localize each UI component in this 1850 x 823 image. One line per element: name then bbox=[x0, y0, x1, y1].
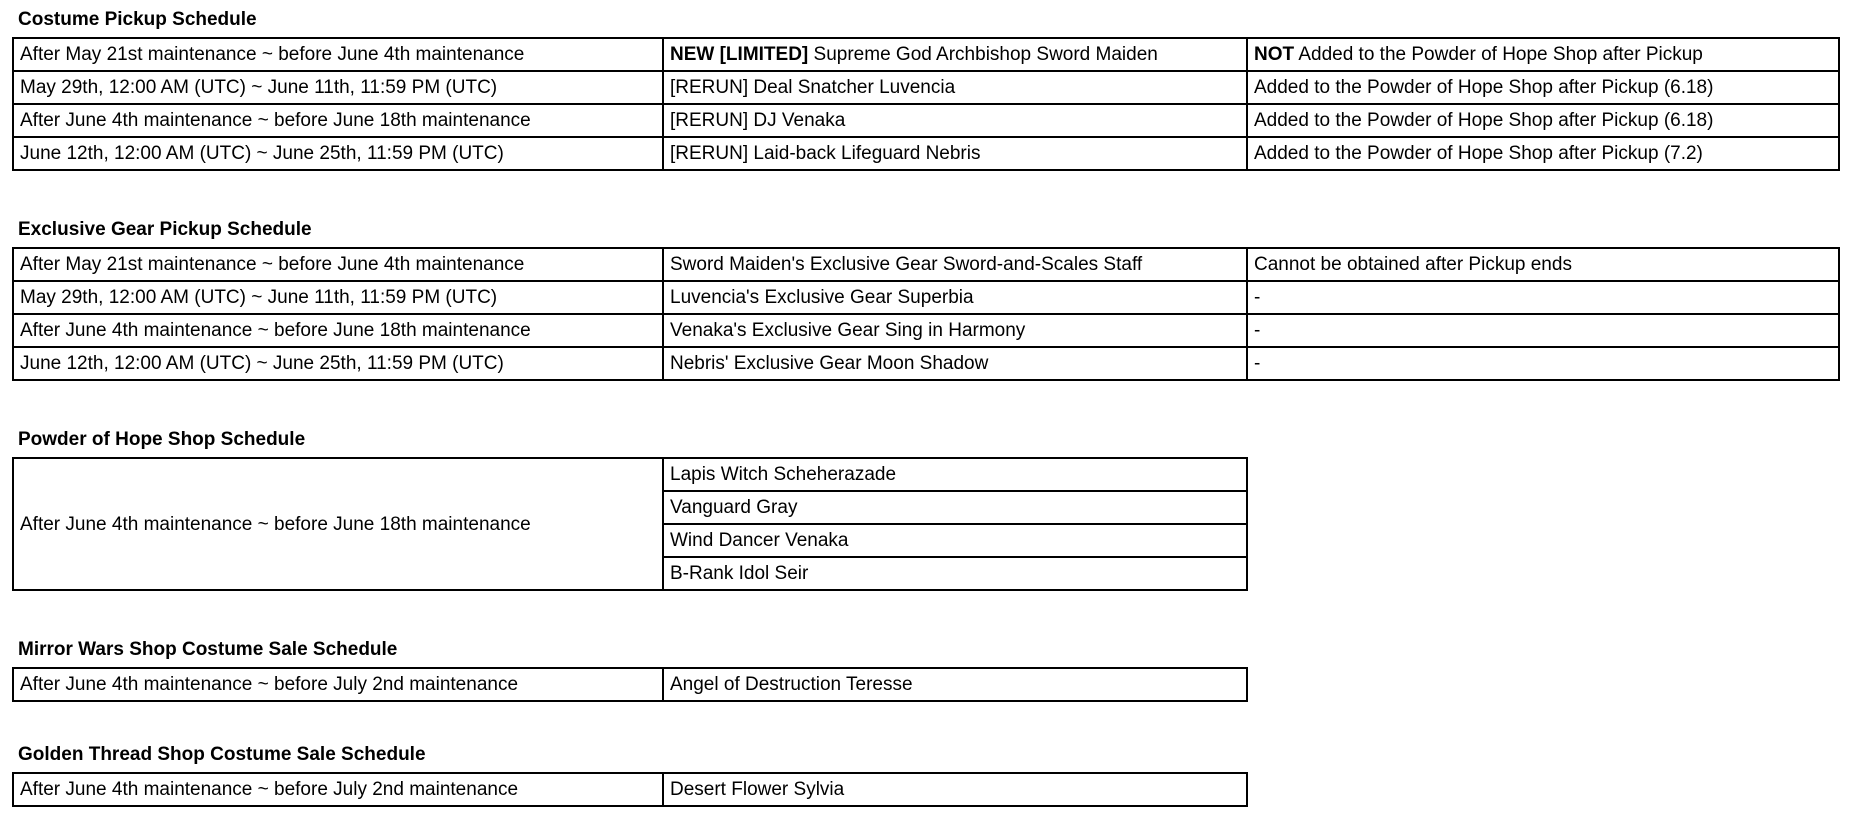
mirror-wars-section: Mirror Wars Shop Costume Sale Schedule A… bbox=[12, 638, 1248, 702]
costume-pickup-section: Costume Pickup Schedule After May 21st m… bbox=[12, 8, 1840, 171]
period-cell: After May 21st maintenance ~ before June… bbox=[12, 247, 664, 282]
item-cell: Venaka's Exclusive Gear Sing in Harmony bbox=[662, 313, 1248, 348]
period-cell: After June 4th maintenance ~ before July… bbox=[12, 667, 664, 702]
table-row: After May 21st maintenance ~ before June… bbox=[12, 37, 1840, 72]
costume-pickup-table: After May 21st maintenance ~ before June… bbox=[12, 37, 1840, 171]
table-row: After June 4th maintenance ~ before July… bbox=[12, 667, 1248, 702]
golden-thread-section: Golden Thread Shop Costume Sale Schedule… bbox=[12, 743, 1248, 807]
period-cell: After June 4th maintenance ~ before July… bbox=[12, 772, 664, 807]
table-row: B-Rank Idol Seir bbox=[13, 556, 1248, 591]
table-row: June 12th, 12:00 AM (UTC) ~ June 25th, 1… bbox=[12, 136, 1840, 171]
period-cell: May 29th, 12:00 AM (UTC) ~ June 11th, 11… bbox=[12, 70, 664, 105]
section-title: Powder of Hope Shop Schedule bbox=[18, 429, 306, 450]
note-cell: - bbox=[1246, 313, 1840, 348]
item-text: Supreme God Archbishop Sword Maiden bbox=[808, 44, 1158, 65]
section-title: Costume Pickup Schedule bbox=[18, 9, 257, 30]
note-cell: - bbox=[1246, 280, 1840, 315]
table-row: May 29th, 12:00 AM (UTC) ~ June 11th, 11… bbox=[12, 280, 1840, 315]
note-text: Added to the Powder of Hope Shop after P… bbox=[1294, 44, 1703, 65]
table-row: After May 21st maintenance ~ before June… bbox=[12, 247, 1840, 282]
mirror-wars-table: After June 4th maintenance ~ before July… bbox=[12, 667, 1248, 702]
section-title: Golden Thread Shop Costume Sale Schedule bbox=[18, 744, 426, 765]
gear-pickup-table: After May 21st maintenance ~ before June… bbox=[12, 247, 1840, 381]
hope-shop-section: Powder of Hope Shop Schedule After June … bbox=[12, 428, 1248, 591]
note-cell: Added to the Powder of Hope Shop after P… bbox=[1246, 70, 1840, 105]
note-cell: Cannot be obtained after Pickup ends bbox=[1246, 247, 1840, 282]
table-row: Vanguard Gray bbox=[13, 490, 1248, 525]
table-row: May 29th, 12:00 AM (UTC) ~ June 11th, 11… bbox=[12, 70, 1840, 105]
note-cell: - bbox=[1246, 346, 1840, 381]
table-row: After June 4th maintenance ~ before July… bbox=[12, 772, 1248, 807]
item-cell: [RERUN] Laid-back Lifeguard Nebris bbox=[662, 136, 1248, 171]
item-cell: NEW [LIMITED] Supreme God Archbishop Swo… bbox=[662, 37, 1248, 72]
table-row: After June 4th maintenance ~ before June… bbox=[12, 313, 1840, 348]
period-cell: After June 4th maintenance ~ before June… bbox=[12, 457, 664, 591]
hope-shop-table: After June 4th maintenance ~ before June… bbox=[12, 457, 1248, 591]
period-cell: After May 21st maintenance ~ before June… bbox=[12, 37, 664, 72]
item-cell: Desert Flower Sylvia bbox=[662, 772, 1248, 807]
period-cell: After June 4th maintenance ~ before June… bbox=[12, 103, 664, 138]
period-cell: After June 4th maintenance ~ before June… bbox=[12, 313, 664, 348]
table-row: After June 4th maintenance ~ before June… bbox=[12, 103, 1840, 138]
period-cell: June 12th, 12:00 AM (UTC) ~ June 25th, 1… bbox=[12, 346, 664, 381]
new-limited-label: NEW [LIMITED] bbox=[670, 44, 809, 65]
item-cell: Luvencia's Exclusive Gear Superbia bbox=[662, 280, 1248, 315]
golden-thread-table: After June 4th maintenance ~ before July… bbox=[12, 772, 1248, 807]
item-cell: [RERUN] DJ Venaka bbox=[662, 103, 1248, 138]
item-cell: Wind Dancer Venaka bbox=[662, 523, 1248, 558]
not-label: NOT bbox=[1254, 44, 1295, 65]
table-row: Wind Dancer Venaka bbox=[13, 523, 1248, 558]
section-title: Exclusive Gear Pickup Schedule bbox=[18, 219, 312, 240]
gear-pickup-section: Exclusive Gear Pickup Schedule After May… bbox=[12, 218, 1840, 381]
item-cell: Lapis Witch Scheherazade bbox=[662, 457, 1248, 492]
table-row: After June 4th maintenance ~ before June… bbox=[12, 457, 1248, 591]
table-row: June 12th, 12:00 AM (UTC) ~ June 25th, 1… bbox=[12, 346, 1840, 381]
item-cell: Angel of Destruction Teresse bbox=[662, 667, 1248, 702]
item-cell: [RERUN] Deal Snatcher Luvencia bbox=[662, 70, 1248, 105]
item-cell: Sword Maiden's Exclusive Gear Sword-and-… bbox=[662, 247, 1248, 282]
note-cell: NOT Added to the Powder of Hope Shop aft… bbox=[1246, 37, 1840, 72]
item-cell: Vanguard Gray bbox=[662, 490, 1248, 525]
period-cell: June 12th, 12:00 AM (UTC) ~ June 25th, 1… bbox=[12, 136, 664, 171]
note-cell: Added to the Powder of Hope Shop after P… bbox=[1246, 103, 1840, 138]
period-cell: May 29th, 12:00 AM (UTC) ~ June 11th, 11… bbox=[12, 280, 664, 315]
section-title: Mirror Wars Shop Costume Sale Schedule bbox=[18, 639, 398, 660]
note-cell: Added to the Powder of Hope Shop after P… bbox=[1246, 136, 1840, 171]
item-cell: B-Rank Idol Seir bbox=[662, 556, 1248, 591]
item-cell: Nebris' Exclusive Gear Moon Shadow bbox=[662, 346, 1248, 381]
